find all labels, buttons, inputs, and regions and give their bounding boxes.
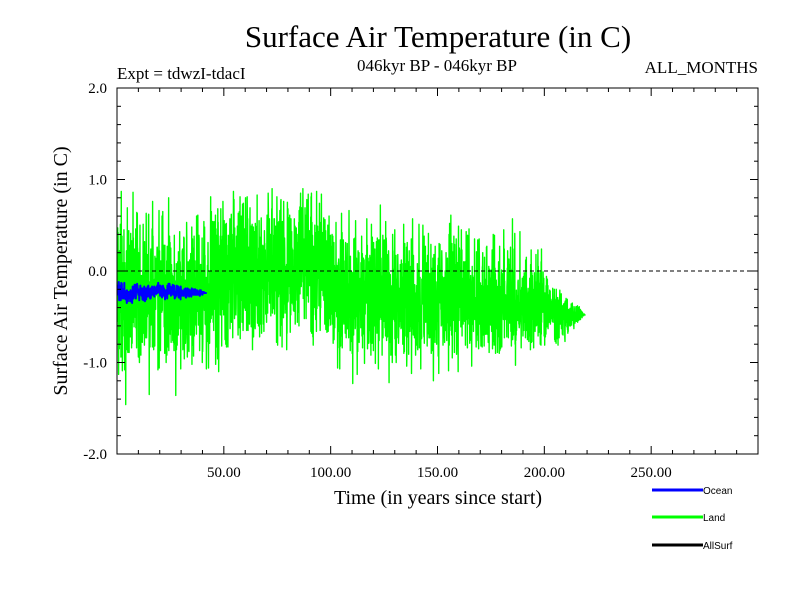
legend-label-ocean: Ocean	[703, 486, 732, 497]
y-tick-label: 2.0	[88, 81, 107, 97]
y-axis-label: Surface Air Temperature (in C)	[50, 146, 72, 395]
chart-subtitle-experiment: Expt = tdwzI-tdacI	[117, 64, 246, 83]
x-tick-label: 100.00	[310, 465, 351, 481]
x-tick-label: 250.00	[631, 465, 672, 481]
chart-subtitle-months: ALL_MONTHS	[645, 58, 758, 77]
chart-subtitle-period: 046kyr BP - 046kyr BP	[357, 56, 517, 75]
legend-label-allsurf: AllSurf	[703, 541, 733, 552]
legend: Ocean Land AllSurf	[652, 486, 733, 552]
x-axis-label: Time (in years since start)	[334, 487, 542, 509]
legend-label-land: Land	[703, 513, 725, 524]
x-tick-label: 50.00	[207, 465, 241, 481]
series-line-ocean	[117, 280, 208, 305]
series-line-land	[117, 187, 587, 406]
y-tick-label: 1.0	[88, 173, 107, 189]
y-tick-label: -1.0	[83, 356, 107, 372]
x-tick-label: 150.00	[417, 465, 458, 481]
chart-title: Surface Air Temperature (in C)	[245, 19, 631, 54]
y-tick-label: 0.0	[88, 264, 107, 280]
y-tick-label: -2.0	[83, 447, 107, 463]
x-tick-label: 200.00	[524, 465, 565, 481]
